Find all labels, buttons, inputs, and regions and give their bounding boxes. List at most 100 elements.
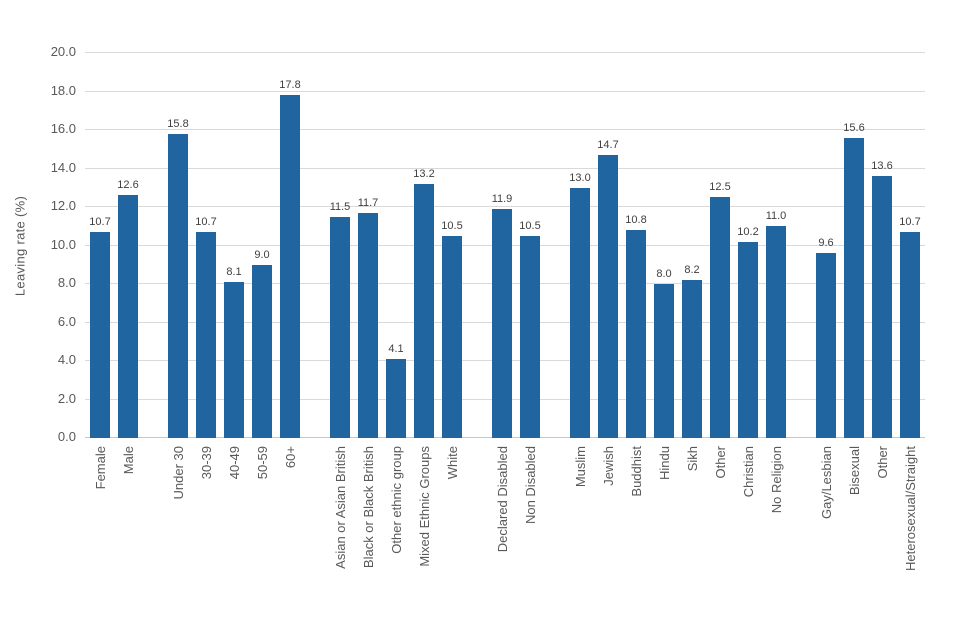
bar [520, 235, 540, 438]
bar-column: 11.0 [766, 210, 786, 438]
bar [816, 253, 836, 438]
x-category-label: Asian or Asian British [332, 446, 348, 569]
x-label-column: Male [118, 446, 138, 474]
y-tick-label: 4.0 [57, 352, 76, 367]
x-label-column: 50-59 [252, 446, 272, 479]
x-category-label: Bisexual [846, 446, 862, 496]
bar-column: 10.7 [899, 216, 921, 438]
bar [872, 176, 892, 438]
bar [386, 359, 406, 438]
bar [738, 241, 758, 438]
x-label-group: Female Male [90, 446, 138, 489]
bar-value-label: 13.2 [413, 167, 435, 180]
bar [710, 197, 730, 438]
bar-value-label: 8.2 [684, 264, 700, 277]
x-label-column: Muslim [570, 446, 590, 487]
x-label-column: Heterosexual/Straight [900, 446, 920, 571]
bar-group: 11.9 10.5 [492, 193, 541, 438]
bars-container: 10.7 12.6 15.8 10.7 8.1 9.0 17.8 11.5 11.7 4.1 13.… [85, 53, 925, 438]
bar-column: 13.6 [871, 160, 893, 438]
x-label-column: 60+ [280, 446, 300, 468]
bar-value-label: 15.8 [167, 117, 189, 130]
bar-column: 10.7 [89, 216, 111, 438]
y-tick-label: 12.0 [50, 198, 76, 213]
plot-area: 10.7 12.6 15.8 10.7 8.1 9.0 17.8 11.5 11.7 4.1 13.… [85, 52, 925, 438]
bar [330, 216, 350, 438]
x-category-label: Muslim [572, 446, 588, 488]
y-tick-label: 8.0 [57, 275, 76, 290]
x-category-label: Buddhist [628, 446, 644, 497]
x-category-label: Jewish [600, 446, 616, 486]
bar-column: 10.5 [441, 220, 463, 438]
y-tick-label: 6.0 [57, 313, 76, 329]
bar [358, 212, 378, 438]
bar-column: 13.2 [413, 168, 435, 438]
bar-column: 15.8 [167, 118, 189, 438]
bar-column: 13.0 [569, 172, 591, 438]
bar [224, 282, 244, 438]
bar-column: 15.6 [843, 122, 865, 438]
x-category-label: Heterosexual/Straight [902, 446, 918, 572]
x-category-label: Christian [740, 446, 756, 498]
bar [766, 226, 786, 438]
x-category-label: Sikh [684, 446, 700, 472]
bar-column: 11.7 [358, 197, 378, 438]
x-category-label: Black or Black British [360, 446, 376, 569]
x-label-column: Gay/Lesbian [816, 446, 836, 519]
x-category-label: Gay/Lesbian [818, 446, 834, 519]
x-label-column: Hindu [654, 446, 674, 480]
x-label-column: Other ethnic group [386, 446, 406, 554]
bar-value-label: 12.5 [709, 181, 731, 194]
y-tick-label: 10.0 [50, 236, 76, 252]
bar-value-label: 13.0 [569, 171, 591, 184]
gridline [85, 206, 925, 207]
bar-value-label: 14.7 [597, 139, 619, 152]
x-label-group: Declared Disabled Non Disabled [492, 446, 540, 552]
bar-value-label: 10.8 [625, 214, 647, 227]
y-tick-label: 20.0 [50, 44, 76, 59]
bar-column: 10.7 [195, 216, 217, 438]
bar-column: 4.1 [386, 343, 406, 438]
bar [626, 230, 646, 438]
x-label-column: White [442, 446, 462, 479]
bar-value-label: 11.9 [491, 192, 513, 205]
bar-value-label: 15.6 [843, 121, 865, 134]
x-label-column: Jewish [598, 446, 618, 486]
x-category-label: Other [712, 446, 728, 479]
bar-column: 10.5 [519, 220, 541, 438]
y-tick-label: 18.0 [50, 82, 76, 98]
x-label-group: Under 30 30-39 40-49 50-59 60+ [168, 446, 300, 499]
x-category-label: Non Disabled [522, 446, 538, 525]
bar-value-label: 11.0 [765, 210, 787, 223]
bar-value-label: 8.0 [656, 268, 672, 280]
x-label-column: Buddhist [626, 446, 646, 497]
bar-column: 8.0 [654, 268, 674, 438]
bar-column: 11.5 [330, 201, 350, 438]
bar-value-label: 13.6 [871, 160, 893, 173]
bar-value-label: 10.5 [519, 219, 541, 232]
x-label-column: Sikh [682, 446, 702, 471]
bar [844, 137, 864, 438]
bar-column: 9.0 [252, 249, 272, 438]
x-category-label: Hindu [656, 446, 672, 480]
bar [442, 235, 462, 438]
bar-value-label: 9.0 [254, 248, 270, 261]
y-tick-label: 14.0 [50, 159, 76, 175]
x-label-column: Female [90, 446, 110, 489]
x-label-column: Declared Disabled [492, 446, 512, 552]
x-category-label: Mixed Ethnic Groups [416, 446, 432, 567]
bar-value-label: 4.1 [388, 343, 404, 356]
bar-group: 9.6 15.6 13.6 10.7 [816, 122, 921, 438]
bar-value-label: 10.7 [195, 216, 217, 229]
x-label-column: Christian [738, 446, 758, 497]
bar [118, 195, 138, 438]
bar-value-label: 17.8 [279, 79, 301, 92]
x-category-label: Under 30 [170, 446, 186, 500]
x-category-label: Other ethnic group [388, 446, 404, 554]
bar [654, 284, 674, 438]
bar-value-label: 11.5 [329, 200, 351, 213]
gridline [85, 129, 925, 130]
bar-column: 11.9 [492, 193, 512, 438]
x-category-label: 40-49 [226, 446, 242, 480]
